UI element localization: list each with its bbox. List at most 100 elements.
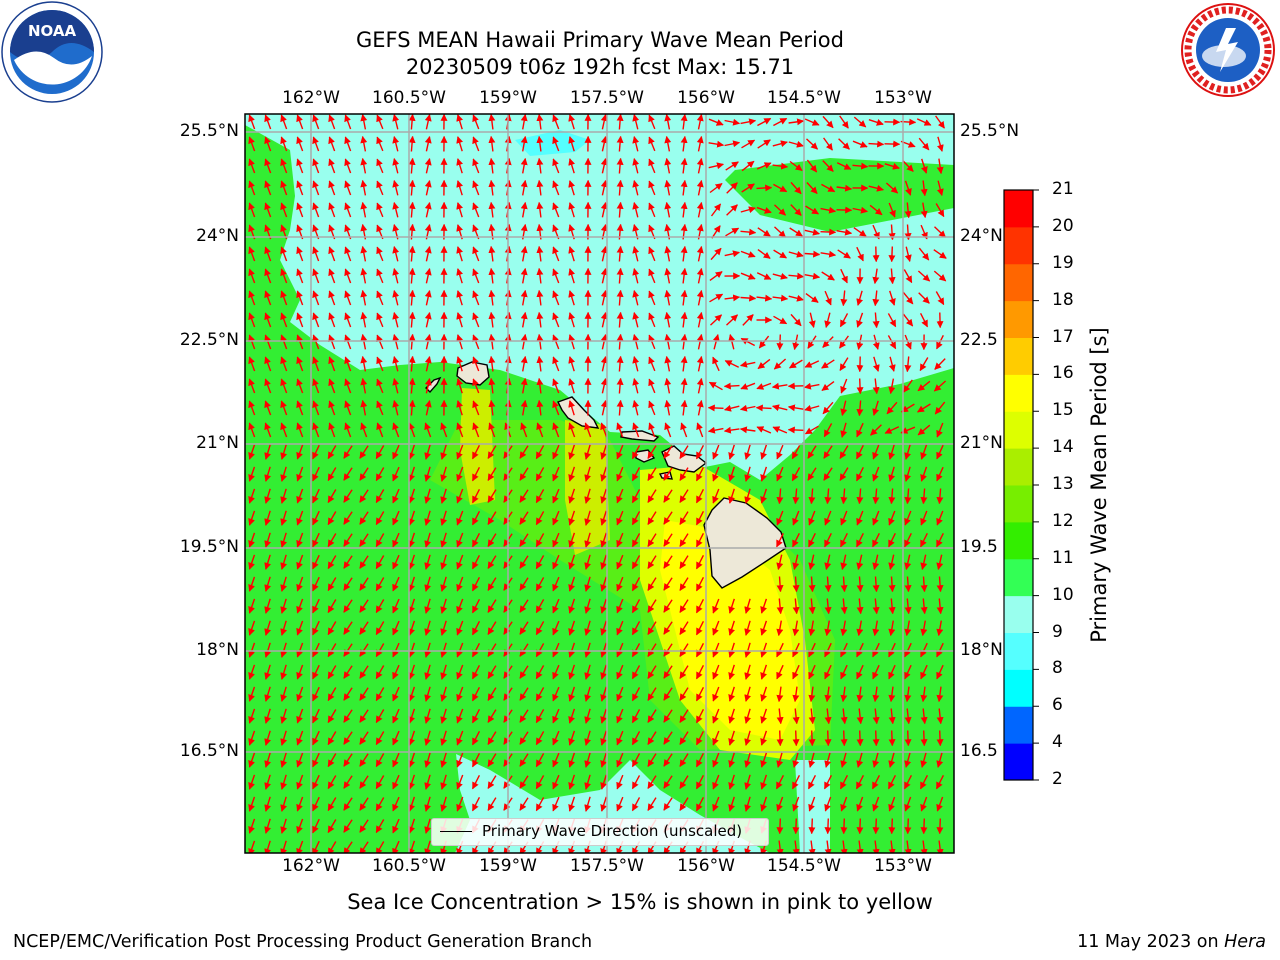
direction-arrow	[264, 246, 272, 262]
direction-arrow	[680, 399, 688, 416]
direction-arrow	[519, 555, 529, 569]
lat-label-left: 21°N	[196, 433, 239, 453]
direction-arrow	[772, 162, 789, 170]
direction-arrow	[536, 201, 544, 218]
direction-arrow	[343, 577, 353, 591]
colorbar-segment	[1004, 706, 1033, 744]
direction-arrow	[392, 334, 400, 350]
direction-arrow	[616, 157, 624, 174]
direction-arrow	[756, 426, 772, 434]
direction-arrow	[920, 202, 928, 219]
direction-arrow	[872, 532, 880, 548]
direction-arrow	[487, 489, 497, 503]
direction-arrow	[472, 114, 480, 130]
direction-arrow	[680, 114, 688, 130]
direction-arrow	[328, 334, 336, 350]
direction-arrow	[360, 355, 368, 372]
direction-arrow	[280, 444, 287, 460]
direction-arrow	[520, 311, 528, 328]
direction-arrow	[744, 466, 752, 482]
direction-arrow	[264, 422, 272, 438]
direction-arrow	[392, 268, 400, 284]
direction-arrow	[392, 202, 400, 218]
direction-arrow	[664, 289, 672, 306]
direction-arrow	[696, 267, 704, 284]
direction-arrow	[756, 294, 773, 302]
direction-arrow	[408, 399, 416, 416]
direction-arrow	[248, 114, 256, 130]
direction-arrow	[392, 290, 400, 306]
direction-arrow	[343, 533, 353, 547]
lon-label-top: 157.5°W	[570, 88, 644, 108]
direction-arrow	[805, 293, 819, 303]
direction-arrow	[552, 268, 560, 284]
direction-arrow	[392, 400, 400, 416]
direction-arrow	[248, 268, 256, 284]
direction-arrow	[440, 488, 447, 504]
lat-label-left: 16.5°N	[179, 741, 239, 761]
direction-arrow	[840, 730, 848, 747]
direction-arrow	[472, 202, 480, 218]
direction-arrow	[424, 312, 432, 328]
direction-arrow	[296, 268, 304, 284]
direction-arrow	[280, 576, 287, 592]
direction-arrow	[424, 334, 432, 350]
lon-label-bottom: 160.5°W	[372, 856, 446, 876]
direction-arrow	[839, 313, 849, 328]
direction-arrow	[471, 466, 481, 482]
direction-arrow	[919, 357, 929, 372]
direction-arrow	[280, 422, 288, 438]
direction-arrow	[424, 466, 432, 482]
direction-arrow	[312, 136, 320, 152]
direction-arrow	[600, 356, 608, 372]
direction-arrow	[392, 378, 400, 394]
direction-arrow	[600, 202, 608, 218]
direction-arrow	[471, 444, 481, 460]
direction-arrow	[806, 159, 818, 173]
direction-arrow	[472, 400, 480, 416]
direction-arrow	[920, 554, 928, 570]
direction-arrow	[360, 311, 368, 328]
direction-arrow	[264, 356, 272, 372]
direction-arrow	[471, 532, 481, 548]
direction-arrow	[519, 533, 529, 547]
direction-arrow	[343, 555, 353, 569]
direction-arrow	[709, 293, 724, 303]
direction-arrow	[616, 554, 624, 570]
direction-arrow	[872, 818, 880, 835]
direction-arrow	[456, 268, 463, 284]
direction-arrow	[872, 378, 880, 395]
direction-arrow	[328, 202, 336, 218]
direction-arrow	[552, 422, 560, 438]
direction-arrow	[328, 180, 336, 196]
direction-arrow	[456, 114, 463, 130]
direction-arrow	[248, 488, 256, 504]
direction-arrow	[648, 180, 656, 196]
direction-arrow	[344, 158, 352, 174]
direction-arrow	[856, 290, 864, 306]
direction-arrow	[696, 135, 704, 152]
direction-arrow	[568, 268, 575, 284]
direction-arrow	[872, 290, 880, 307]
direction-arrow	[344, 356, 352, 372]
direction-arrow	[648, 158, 656, 174]
direction-arrow	[632, 290, 640, 306]
direction-arrow	[709, 271, 723, 281]
direction-arrow	[856, 730, 864, 747]
direction-arrow	[296, 356, 304, 372]
direction-arrow	[296, 378, 304, 394]
direction-arrow	[408, 422, 416, 438]
direction-arrow	[885, 182, 899, 194]
direction-arrow	[680, 245, 688, 262]
direction-arrow	[343, 489, 353, 503]
direction-arrow	[936, 158, 944, 175]
direction-arrow	[424, 378, 432, 394]
footer-date-text: 11 May 2023 on	[1077, 932, 1225, 952]
direction-arrow	[632, 246, 640, 262]
direction-arrow	[664, 114, 672, 130]
direction-arrow	[664, 201, 672, 218]
direction-arrow	[934, 226, 947, 238]
direction-arrow	[487, 445, 497, 459]
direction-arrow	[872, 334, 880, 350]
direction-arrow	[664, 245, 672, 262]
